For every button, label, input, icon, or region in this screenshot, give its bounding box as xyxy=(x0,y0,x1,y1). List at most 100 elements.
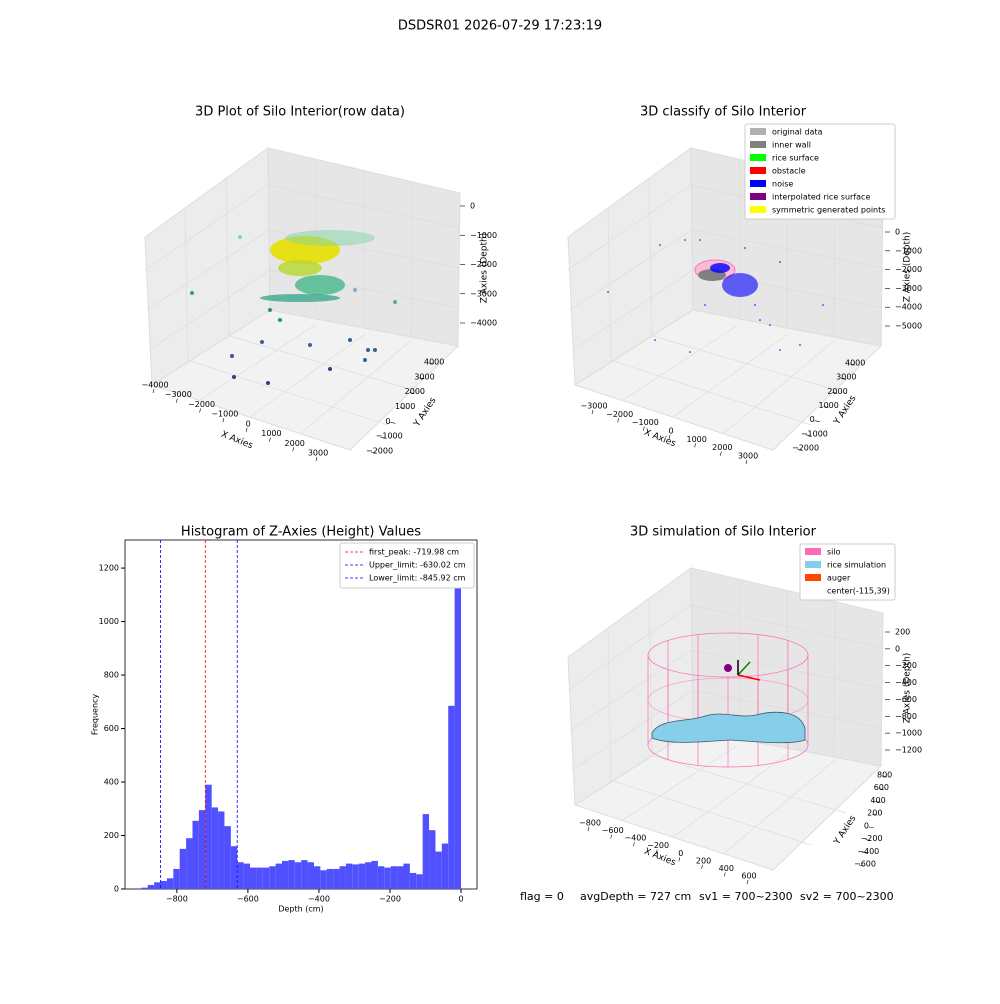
bar xyxy=(377,866,385,889)
bar xyxy=(281,860,289,889)
subplot-title: Histogram of Z-Axies (Height) Values xyxy=(181,525,421,540)
y-tick-label: 800 xyxy=(877,771,892,780)
tick-mark xyxy=(832,392,838,394)
legend-label: inner wall xyxy=(772,141,811,150)
x-tick-label: −3000 xyxy=(165,390,192,399)
bar xyxy=(224,826,231,889)
y-tick-label: −400 xyxy=(857,847,879,856)
tick-mark xyxy=(633,842,635,847)
bar xyxy=(416,874,423,889)
tick-mark xyxy=(269,437,271,442)
tick-mark xyxy=(643,426,645,431)
bar xyxy=(358,863,366,889)
x-tick-label: 0 xyxy=(678,849,683,858)
bar xyxy=(429,830,436,889)
y-tick-label: −600 xyxy=(854,860,876,869)
x-tick-label: −800 xyxy=(166,895,188,904)
tick-mark xyxy=(175,398,178,403)
point-cloud-illustration xyxy=(607,239,824,353)
z-tick-label: −600 xyxy=(895,695,917,704)
legend-label: center(-115,39) xyxy=(827,587,890,596)
x-tick-label: 0 xyxy=(458,895,463,904)
x-tick-label: −600 xyxy=(237,895,259,904)
x-tick-label: −200 xyxy=(379,895,401,904)
bar xyxy=(205,784,212,889)
x-tick-label: −1000 xyxy=(632,418,659,427)
legend-swatch xyxy=(805,548,821,555)
z-tick-label: 0 xyxy=(895,644,900,653)
z-tick-label: −1000 xyxy=(895,246,922,255)
tick-mark xyxy=(878,788,884,791)
tick-mark xyxy=(875,801,881,803)
bar xyxy=(352,864,359,889)
bar xyxy=(230,846,238,889)
legend-label: Lower_limit: -845.92 cm xyxy=(369,574,466,583)
x-tick-label: −600 xyxy=(602,826,624,835)
legend-swatch xyxy=(805,561,821,568)
tick-mark xyxy=(587,826,590,832)
footer-text: sv2 = 700~2300 xyxy=(800,890,894,903)
y-tick-label: 400 xyxy=(104,778,119,787)
bar xyxy=(262,867,270,889)
footer-text: avgDepth = 727 cm xyxy=(580,890,691,903)
legend-label: silo xyxy=(827,548,841,557)
legend-label: obstacle xyxy=(772,167,806,176)
x-tick-label: −800 xyxy=(579,819,601,828)
tick-mark xyxy=(292,447,295,452)
bar xyxy=(288,860,295,889)
x-tick-label: −4000 xyxy=(141,381,168,390)
z-tick-label: −2000 xyxy=(895,265,922,274)
z-tick-label: −2000 xyxy=(470,260,497,269)
bar xyxy=(345,863,353,889)
tick-mark xyxy=(245,427,248,432)
tick-mark xyxy=(380,436,386,439)
subplot-title: 3D classify of Silo Interior xyxy=(640,105,807,120)
z-tick-label: −4000 xyxy=(470,319,497,328)
tick-mark xyxy=(849,363,856,366)
tick-mark xyxy=(868,826,874,829)
bar xyxy=(211,807,219,889)
bar xyxy=(371,860,378,889)
tick-mark xyxy=(858,864,865,867)
z-tick-label: −800 xyxy=(895,712,917,721)
bar xyxy=(294,862,302,889)
legend-label: symmetric generated points xyxy=(772,206,885,215)
legend-swatch xyxy=(750,206,766,213)
x-tick-label: −400 xyxy=(308,895,330,904)
x-tick-label: −1000 xyxy=(211,410,238,419)
legend-label: auger xyxy=(827,574,851,583)
legend-label: interpolated rice surface xyxy=(772,193,870,202)
y-tick-label: 200 xyxy=(867,809,882,818)
tick-mark xyxy=(745,459,748,465)
bar xyxy=(198,810,206,889)
tick-mark xyxy=(399,407,406,409)
z-tick-label: −4000 xyxy=(895,303,922,312)
bar xyxy=(237,862,244,889)
tick-mark xyxy=(746,879,749,885)
y-tick-label: 4000 xyxy=(424,358,444,367)
tick-mark xyxy=(720,451,722,456)
bar xyxy=(192,820,199,889)
legend-swatch xyxy=(750,180,766,187)
bar xyxy=(454,560,462,889)
bar xyxy=(435,851,442,889)
legend-swatch xyxy=(750,141,766,148)
tick-mark xyxy=(678,857,681,862)
x-tick-label: 400 xyxy=(719,864,734,873)
bar xyxy=(339,866,346,889)
tick-mark xyxy=(390,422,396,424)
x-tick-label: −2000 xyxy=(188,400,215,409)
legend-box xyxy=(799,543,896,601)
bar xyxy=(275,863,282,889)
y-tick-label: −1000 xyxy=(801,429,828,438)
x-tick-label: 1000 xyxy=(261,429,281,438)
tick-mark xyxy=(668,434,671,440)
y-tick-label: −2000 xyxy=(792,444,819,453)
z-tick-label: −1000 xyxy=(470,231,497,240)
tick-mark xyxy=(694,443,696,448)
tick-mark xyxy=(419,377,425,380)
y-tick-label: −2000 xyxy=(366,447,393,456)
tick-mark xyxy=(701,864,703,869)
tick-mark xyxy=(796,448,803,451)
